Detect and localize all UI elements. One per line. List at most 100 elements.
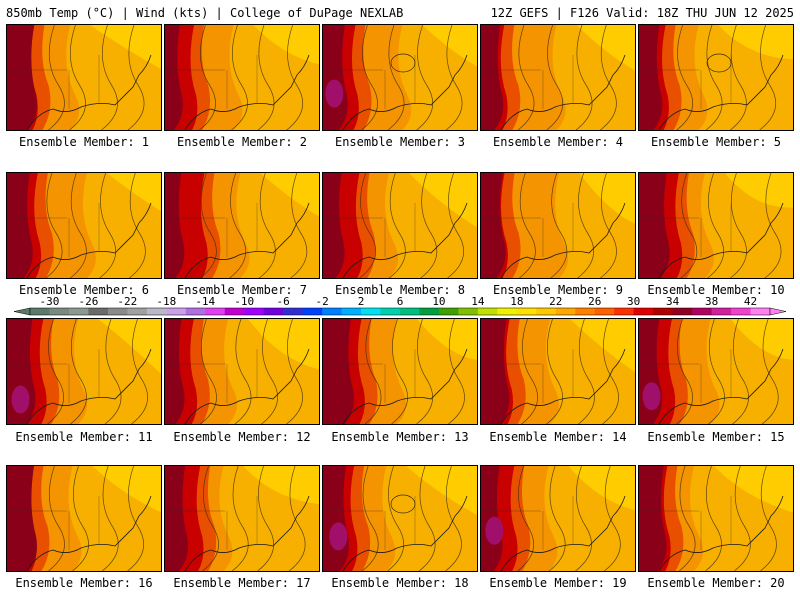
ensemble-member-label: Ensemble Member: 19	[489, 576, 627, 590]
ensemble-member-label: Ensemble Member: 11	[15, 430, 153, 444]
colorbar-tick-label: 10	[432, 296, 445, 308]
ensemble-member-label: Ensemble Member: 5	[650, 135, 782, 149]
colorbar-swatch	[361, 308, 382, 315]
ensemble-member-map	[322, 24, 478, 131]
colorbar-swatch	[711, 308, 732, 315]
ensemble-member-label: Ensemble Member: 8	[334, 283, 466, 297]
colorbar-swatch	[146, 308, 167, 315]
colorbar-swatch	[400, 308, 420, 315]
model-run-info: 12Z GEFS | F126 Valid: 18Z THU JUN 12 20…	[490, 6, 794, 20]
temperature-colorbar: -30 -26 -22 -18 -14 -10 -6 -2 2 6 10 14 18 22 26 30 34 38…	[13, 296, 787, 316]
colorbar-swatch	[477, 308, 498, 315]
colorbar-swatch	[322, 308, 343, 315]
colorbar-swatch	[516, 308, 537, 315]
ensemble-member-map	[164, 318, 320, 425]
ensemble-member-map	[6, 172, 162, 279]
colorbar-tick-label: -10	[234, 296, 254, 308]
ensemble-member-map	[6, 318, 162, 425]
ensemble-member-label: Ensemble Member: 14	[489, 430, 627, 444]
colorbar-swatch	[750, 308, 771, 315]
colorbar-swatch	[458, 308, 479, 315]
colorbar-tick-label: 38	[705, 296, 718, 308]
colorbar-swatch	[341, 308, 362, 315]
ensemble-member-map	[480, 172, 636, 279]
ensemble-member-label: Ensemble Member: 9	[492, 283, 624, 297]
colorbar-swatch	[438, 308, 459, 315]
colorbar-tick-label: 14	[471, 296, 485, 308]
colorbar-swatch	[302, 308, 323, 315]
colorbar-swatch	[49, 308, 70, 315]
colorbar-swatch	[166, 308, 187, 315]
ensemble-member-map	[638, 465, 794, 572]
colorbar-tick-label: 2	[358, 296, 365, 308]
colorbar-swatch	[107, 308, 128, 315]
colorbar-swatch	[497, 308, 518, 315]
colorbar-tick-label: 22	[549, 296, 562, 308]
ensemble-member-label: Ensemble Member: 13	[331, 430, 469, 444]
ensemble-member-label: Ensemble Member: 20	[647, 576, 785, 590]
colorbar-tick-label: -26	[78, 296, 98, 308]
colorbar-tick-label: -14	[195, 296, 215, 308]
ensemble-member-label: Ensemble Member: 2	[176, 135, 308, 149]
ensemble-member-map	[322, 318, 478, 425]
colorbar-swatch	[205, 308, 226, 315]
ensemble-member-map	[6, 24, 162, 131]
ensemble-member-map	[322, 172, 478, 279]
colorbar-tick-label: 6	[397, 296, 404, 308]
ensemble-member-map	[6, 465, 162, 572]
colorbar-swatch	[380, 308, 401, 315]
colorbar-swatch	[68, 308, 89, 315]
colorbar-tick-label: -30	[40, 296, 60, 308]
ensemble-member-label: Ensemble Member: 15	[647, 430, 785, 444]
ensemble-member-label: Ensemble Member: 3	[334, 135, 466, 149]
colorbar-swatch	[536, 308, 557, 315]
colorbar-tick-label: 34	[666, 296, 680, 308]
ensemble-member-map	[638, 318, 794, 425]
ensemble-member-map	[638, 172, 794, 279]
colorbar-swatch	[692, 308, 713, 315]
ensemble-member-label: Ensemble Member: 6	[18, 283, 150, 297]
ensemble-member-map	[164, 465, 320, 572]
colorbar-swatch	[263, 308, 284, 315]
ensemble-member-label: Ensemble Member: 12	[173, 430, 311, 444]
ensemble-member-map	[638, 24, 794, 131]
ensemble-member-label: Ensemble Member: 16	[15, 576, 153, 590]
colorbar-swatch	[224, 308, 245, 315]
colorbar-swatch	[283, 308, 304, 315]
ensemble-member-label: Ensemble Member: 10	[647, 283, 785, 297]
colorbar-tick-label: 26	[588, 296, 601, 308]
colorbar-swatch	[672, 308, 693, 315]
colorbar-tick-label: 42	[744, 296, 757, 308]
colorbar-tick-label: -2	[315, 296, 328, 308]
colorbar-swatch	[633, 308, 654, 315]
colorbar-swatch	[731, 308, 752, 315]
colorbar-swatch	[419, 308, 440, 315]
ensemble-member-label: Ensemble Member: 7	[176, 283, 308, 297]
colorbar-swatch	[88, 308, 109, 315]
ensemble-member-map	[322, 465, 478, 572]
colorbar-swatch	[614, 308, 635, 315]
colorbar-tick-label: -22	[117, 296, 137, 308]
colorbar-tick-label: -6	[277, 296, 290, 308]
ensemble-member-label: Ensemble Member: 18	[331, 576, 469, 590]
colorbar-tick-label: 18	[510, 296, 523, 308]
colorbar-swatch	[653, 308, 674, 315]
ensemble-member-map	[480, 318, 636, 425]
colorbar-swatch	[555, 308, 576, 315]
colorbar-swatch	[30, 308, 50, 315]
colorbar-swatch	[185, 308, 206, 315]
ensemble-member-map	[164, 24, 320, 131]
colorbar-high-arrow	[769, 307, 787, 316]
colorbar-swatch	[594, 308, 615, 315]
ensemble-member-label: Ensemble Member: 1	[18, 135, 150, 149]
colorbar-tick-label: -18	[156, 296, 176, 308]
ensemble-member-map	[480, 465, 636, 572]
ensemble-member-map	[480, 24, 636, 131]
ensemble-member-label: Ensemble Member: 4	[492, 135, 624, 149]
colorbar-swatch	[244, 308, 265, 315]
ensemble-member-label: Ensemble Member: 17	[173, 576, 311, 590]
ensemble-member-map	[164, 172, 320, 279]
colorbar-swatch	[127, 308, 148, 315]
colorbar-low-arrow	[13, 307, 31, 316]
map-title: 850mb Temp (°C) | Wind (kts) | College o…	[6, 6, 404, 20]
